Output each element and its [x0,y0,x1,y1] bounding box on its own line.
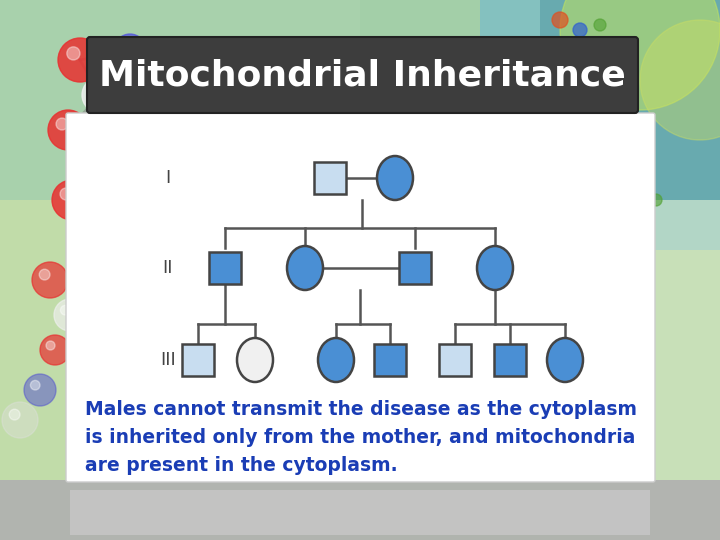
Circle shape [568,62,584,78]
Circle shape [650,194,662,206]
Text: II: II [163,259,174,277]
Ellipse shape [318,338,354,382]
Text: Males cannot transmit the disease as the cytoplasm
is inherited only from the mo: Males cannot transmit the disease as the… [85,400,637,475]
Circle shape [60,188,72,200]
Bar [600,200,720,540]
Circle shape [613,148,627,162]
Circle shape [187,57,213,83]
Bar [70,490,650,535]
Circle shape [629,198,643,212]
Circle shape [140,72,148,80]
Circle shape [552,12,568,28]
Circle shape [79,154,90,165]
Circle shape [560,0,720,110]
Bar [209,252,241,284]
Circle shape [573,23,587,37]
Bar [314,162,346,194]
Bar [0,0,360,540]
Circle shape [48,110,88,150]
Circle shape [581,48,595,62]
Bar [0,0,720,200]
Circle shape [131,101,159,129]
FancyBboxPatch shape [87,37,638,113]
Circle shape [60,306,70,315]
Circle shape [634,144,646,156]
Ellipse shape [477,246,513,290]
Circle shape [189,138,195,145]
Circle shape [594,19,606,31]
Circle shape [30,380,40,390]
Circle shape [32,262,68,298]
Circle shape [608,187,624,203]
Circle shape [150,40,180,70]
Circle shape [24,374,56,406]
Bar [182,344,214,376]
Circle shape [54,299,86,331]
Circle shape [40,335,70,365]
Ellipse shape [237,338,273,382]
Circle shape [2,402,38,438]
Circle shape [589,73,603,87]
Circle shape [120,40,130,50]
Circle shape [605,123,619,137]
Bar [494,344,526,376]
Circle shape [134,66,162,94]
Circle shape [560,37,576,53]
Circle shape [192,62,200,70]
Circle shape [67,47,80,60]
Circle shape [172,92,180,100]
Ellipse shape [287,246,323,290]
Circle shape [137,106,145,115]
Circle shape [102,142,128,168]
Circle shape [600,162,616,178]
Circle shape [584,112,600,128]
Circle shape [208,73,232,97]
Circle shape [52,180,92,220]
Ellipse shape [377,156,413,200]
Circle shape [58,38,102,82]
FancyBboxPatch shape [66,113,655,482]
Bar [0,480,720,540]
Circle shape [618,94,630,106]
Circle shape [621,173,635,187]
Text: I: I [166,169,171,187]
Circle shape [167,87,193,113]
Circle shape [89,84,100,95]
Bar [374,344,406,376]
Circle shape [39,269,50,280]
Circle shape [74,217,110,253]
Circle shape [592,137,608,153]
Circle shape [82,77,118,113]
Circle shape [46,341,55,350]
Ellipse shape [547,338,583,382]
Circle shape [56,118,68,130]
Circle shape [143,153,167,177]
Circle shape [156,46,165,55]
Bar [480,0,720,250]
Circle shape [184,134,206,156]
Circle shape [81,224,92,235]
Circle shape [72,147,108,183]
Circle shape [213,78,220,85]
Circle shape [626,119,638,131]
Text: Mitochondrial Inheritance: Mitochondrial Inheritance [99,58,626,92]
Bar [439,344,471,376]
Circle shape [576,87,592,103]
Circle shape [148,158,155,165]
Circle shape [640,20,720,140]
Text: III: III [160,351,176,369]
Circle shape [597,98,611,112]
Circle shape [9,409,20,420]
Circle shape [107,147,115,155]
Bar [540,0,720,200]
Circle shape [610,69,622,81]
Circle shape [602,44,614,56]
Circle shape [642,169,654,181]
Circle shape [114,34,146,66]
Bar [399,252,431,284]
